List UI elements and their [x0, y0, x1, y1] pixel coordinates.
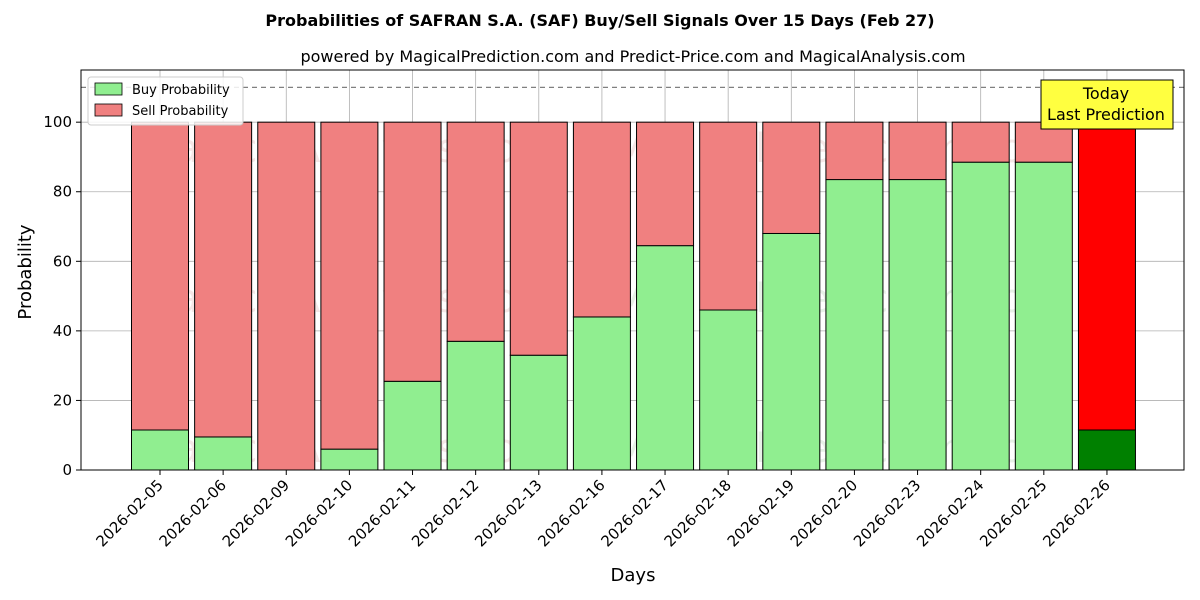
bar-buy-2026-02-12 — [446, 340, 505, 471]
x-tick-label: 2026-02-17 — [597, 476, 671, 550]
bar-buy-2026-02-25 — [1014, 161, 1073, 471]
legend-label-sell: Sell Probability — [132, 104, 229, 119]
bar-sell-2026-02-20 — [825, 121, 884, 181]
y-axis-ticks: 0 20 40 60 80 100 — [43, 113, 81, 479]
annotation-box — [1040, 79, 1174, 130]
bar-buy-2026-02-23 — [888, 179, 947, 471]
bar-buy-2026-02-17 — [636, 245, 695, 471]
bar-sell-2026-02-24 — [951, 121, 1010, 163]
bar-sell-2026-02-06 — [194, 121, 253, 438]
bar-buy-2026-02-16 — [572, 316, 631, 471]
legend-swatch-sell — [94, 103, 123, 117]
bar-sell-2026-02-18 — [699, 121, 758, 311]
x-tick-label: 2026-02-26 — [1039, 476, 1113, 550]
bar-sell-2026-02-19 — [762, 121, 821, 234]
x-tick-label: 2026-02-10 — [282, 476, 356, 550]
bar-sell-2026-02-11 — [383, 121, 442, 382]
bar-sell-2026-02-05 — [131, 121, 189, 431]
x-tick-label: 2026-02-13 — [471, 476, 545, 550]
x-tick-label: 2026-02-20 — [787, 476, 861, 550]
annotation-line-2: Last Prediction — [1047, 105, 1165, 124]
x-tick-label: 2026-02-23 — [850, 476, 924, 550]
x-tick-label: 2026-02-05 — [92, 476, 166, 550]
bar-buy-2026-02-20 — [825, 179, 884, 471]
annotation-line-1: Today — [1082, 84, 1129, 103]
bar-sell-2026-02-23 — [888, 121, 947, 181]
x-tick-label: 2026-02-24 — [913, 476, 987, 550]
x-tick-label: 2026-02-16 — [534, 476, 608, 550]
y-tick-label: 0 — [62, 461, 72, 479]
bar-sell-2026-02-17 — [636, 121, 695, 247]
bar-sell-2026-02-12 — [446, 121, 505, 342]
x-tick-label: 2026-02-09 — [219, 476, 293, 550]
bars — [131, 121, 1136, 471]
y-axis-label: Probability — [15, 224, 36, 319]
chart-subtitle: powered by MagicalPrediction.com and Pre… — [300, 47, 965, 66]
bar-sell-2026-02-16 — [572, 121, 631, 318]
bar-sell-2026-02-26 — [1077, 121, 1136, 431]
x-axis-ticks: 2026-02-052026-02-062026-02-092026-02-10… — [92, 470, 1114, 550]
bar-sell-2026-02-10 — [320, 121, 379, 450]
legend-swatch-buy — [94, 82, 123, 96]
bar-buy-2026-02-19 — [762, 232, 821, 471]
y-tick-label: 20 — [53, 391, 72, 409]
bar-sell-2026-02-13 — [509, 121, 568, 356]
legend: Buy Probability Sell Probability — [87, 76, 244, 126]
plot-frame — [80, 69, 1185, 471]
chart-title: Probabilities of SAFRAN S.A. (SAF) Buy/S… — [265, 11, 934, 30]
y-tick-label: 80 — [53, 183, 72, 201]
y-tick-label: 100 — [43, 113, 72, 131]
bar-buy-2026-02-10 — [320, 448, 379, 471]
bar-buy-2026-02-05 — [131, 429, 189, 471]
y-tick-label: 40 — [53, 322, 72, 340]
bar-sell-2026-02-09 — [257, 121, 316, 471]
x-tick-label: 2026-02-25 — [976, 476, 1050, 550]
x-tick-label: 2026-02-19 — [724, 476, 798, 550]
x-axis-label: Days — [611, 565, 656, 586]
x-tick-label: 2026-02-18 — [661, 476, 735, 550]
bar-buy-2026-02-11 — [383, 380, 442, 471]
bar-buy-2026-02-13 — [509, 354, 568, 471]
x-tick-label: 2026-02-06 — [156, 476, 230, 550]
x-tick-label: 2026-02-11 — [345, 476, 419, 550]
x-tick-label: 2026-02-12 — [408, 476, 482, 550]
bar-buy-2026-02-06 — [194, 436, 253, 471]
bar-buy-2026-02-24 — [951, 161, 1010, 471]
legend-label-buy: Buy Probability — [132, 83, 230, 98]
legend-box — [87, 76, 244, 126]
bar-buy-2026-02-18 — [699, 309, 758, 471]
today-annotation: Today Last Prediction — [1040, 79, 1174, 130]
bar-buy-2026-02-26 — [1077, 429, 1136, 471]
y-tick-label: 60 — [53, 252, 72, 270]
